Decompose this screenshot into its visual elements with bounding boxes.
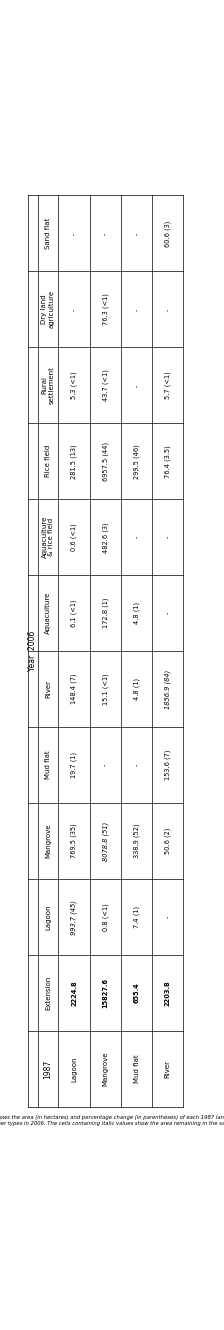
Text: Lagoon: Lagoon — [71, 1056, 77, 1081]
Text: Sand flat: Sand flat — [45, 218, 51, 249]
Text: Mud flat: Mud flat — [45, 751, 51, 779]
Text: -: - — [134, 233, 140, 234]
Text: 172.8 (1): 172.8 (1) — [102, 598, 108, 629]
Text: 43.7 (<1): 43.7 (<1) — [102, 370, 108, 402]
Text: 15827.6: 15827.6 — [102, 978, 108, 1008]
Text: -: - — [102, 233, 108, 234]
Text: 148.4 (7): 148.4 (7) — [71, 674, 77, 705]
Text: 1987: 1987 — [43, 1059, 52, 1079]
Text: Mangrove: Mangrove — [102, 1052, 108, 1087]
Text: -: - — [134, 536, 140, 539]
Text: 655.4: 655.4 — [134, 983, 140, 1003]
Text: 5.7 (<1): 5.7 (<1) — [164, 371, 171, 399]
Text: 4.8 (1): 4.8 (1) — [133, 678, 140, 700]
Text: -: - — [165, 916, 171, 918]
Text: 281.5 (13): 281.5 (13) — [71, 444, 77, 479]
Text: -: - — [134, 309, 140, 311]
Text: 482.6 (3): 482.6 (3) — [102, 521, 108, 552]
Text: 299.5 (46): 299.5 (46) — [133, 444, 140, 479]
Text: 2203.8: 2203.8 — [165, 980, 171, 1005]
Text: -: - — [134, 384, 140, 387]
Text: River: River — [45, 680, 51, 698]
Text: 60.6 (3): 60.6 (3) — [164, 221, 171, 246]
Text: 6.1 (<1): 6.1 (<1) — [71, 600, 77, 626]
Text: 7.4 (1): 7.4 (1) — [133, 906, 140, 928]
Text: 15.1 (<1): 15.1 (<1) — [102, 673, 108, 705]
Text: 0.8 (<1): 0.8 (<1) — [102, 903, 108, 931]
Text: 4.8 (1): 4.8 (1) — [133, 602, 140, 624]
Text: -: - — [102, 763, 108, 766]
Text: Dry land
agriculture: Dry land agriculture — [41, 290, 54, 329]
Text: 19.7 (1): 19.7 (1) — [71, 751, 77, 778]
Text: 76.4 (3.5): 76.4 (3.5) — [164, 446, 171, 477]
Text: -: - — [71, 309, 77, 311]
Text: -: - — [134, 763, 140, 766]
Text: River: River — [165, 1060, 171, 1077]
Text: -: - — [165, 536, 171, 539]
Text: Lagoon: Lagoon — [45, 904, 51, 930]
Text: Rural
settlement: Rural settlement — [41, 366, 54, 404]
Text: Extension: Extension — [45, 976, 51, 1011]
Text: 8078.8 (51): 8078.8 (51) — [102, 822, 108, 861]
Text: 1856.9 (84): 1856.9 (84) — [164, 669, 171, 709]
Text: 0.6 (<1): 0.6 (<1) — [71, 524, 77, 551]
Text: 769.5 (35): 769.5 (35) — [71, 823, 77, 858]
Text: 2224.8: 2224.8 — [71, 980, 77, 1005]
Text: 993.7 (45): 993.7 (45) — [71, 899, 77, 935]
Text: Mud flat: Mud flat — [134, 1055, 140, 1083]
Text: -: - — [165, 309, 171, 311]
Text: Aquaculture
& rice field: Aquaculture & rice field — [41, 516, 54, 559]
Text: The table shows the area (in hectares) and percentage change (in parentheses) of: The table shows the area (in hectares) a… — [0, 1115, 224, 1127]
Text: Year  2006: Year 2006 — [28, 630, 37, 672]
Text: -: - — [165, 612, 171, 614]
Text: Mangrove: Mangrove — [45, 823, 51, 858]
Text: -: - — [71, 233, 77, 234]
Text: 6957.5 (44): 6957.5 (44) — [102, 442, 108, 481]
Text: 50.6 (2): 50.6 (2) — [164, 827, 171, 854]
Text: 153.6 (7): 153.6 (7) — [164, 750, 171, 781]
Text: 338.9 (52): 338.9 (52) — [133, 823, 140, 858]
Text: 5.3 (<1): 5.3 (<1) — [71, 371, 77, 399]
Text: 76.3 (<1): 76.3 (<1) — [102, 294, 108, 326]
Text: Aquaculture: Aquaculture — [45, 592, 51, 634]
Text: Rice field: Rice field — [45, 446, 51, 477]
